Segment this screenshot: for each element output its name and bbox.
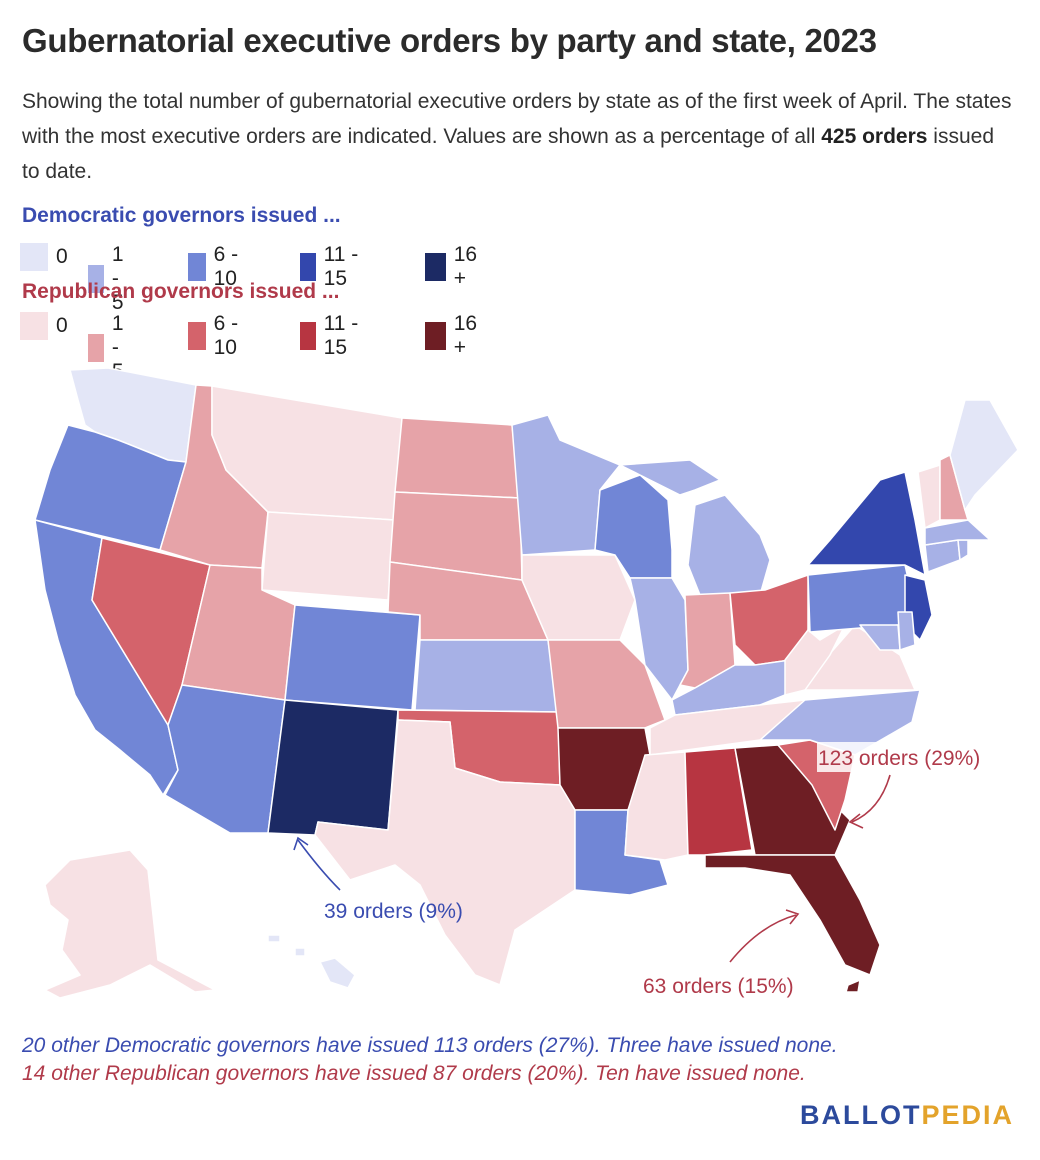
note-republican: 14 other Republican governors have issue…: [22, 1062, 806, 1085]
state-ME[interactable]: [949, 399, 1019, 511]
ga-label-bg: [817, 742, 1002, 772]
legend-swatch: [300, 322, 316, 350]
state-HI[interactable]: [319, 957, 356, 989]
legend-label: 1 - 5: [111, 243, 124, 314]
note-democratic: 20 other Democratic governors have issue…: [22, 1034, 838, 1057]
nm-arrowhead: [293, 836, 309, 851]
legend-rep-item-4: 16 +: [425, 312, 484, 360]
state-AL[interactable]: [684, 747, 753, 856]
legend-label: 6 - 10: [213, 243, 239, 290]
legend-rep-item-3: 11 - 15: [300, 312, 359, 360]
legend-swatch: [88, 265, 104, 293]
ga-arrow: [851, 774, 891, 823]
state-MN[interactable]: [511, 414, 621, 556]
ga-arrowhead: [848, 813, 864, 829]
fl-arrowhead: [785, 909, 800, 925]
state-TX[interactable]: [314, 719, 576, 986]
state-HI-small-1[interactable]: [267, 934, 281, 943]
state-VT[interactable]: [917, 464, 941, 529]
state-RI[interactable]: [957, 539, 969, 561]
state-MI-lower[interactable]: [687, 494, 771, 596]
legend-label: 11 - 15: [323, 243, 359, 290]
state-AZ[interactable]: [164, 684, 286, 834]
state-FL[interactable]: [704, 854, 881, 976]
legend-label: 0: [56, 314, 68, 337]
ballotpedia-logo[interactable]: BALLOTPEDIA: [800, 1100, 1014, 1131]
chart-title: Gubernatorial executive orders by party …: [22, 22, 877, 59]
state-MI[interactable]: [619, 459, 721, 496]
ga-annotation: 123 orders (29%): [818, 747, 980, 770]
state-DE[interactable]: [897, 611, 916, 651]
fl-annotation: 63 orders (15%): [643, 975, 794, 998]
legend-label: 6 - 10: [213, 312, 239, 359]
subtitle-text-end: issued to date.: [22, 125, 995, 183]
state-KS[interactable]: [414, 639, 559, 713]
legend-heading-democratic: Democratic governors issued ...: [22, 204, 341, 227]
state-NM[interactable]: [267, 699, 399, 836]
legend-heading-republican: Republican governors issued ...: [22, 280, 340, 303]
legend-dem-item-1: 1 - 5: [88, 243, 136, 315]
state-AK[interactable]: [44, 849, 216, 999]
legend-dem-item-0: 0: [20, 243, 68, 271]
legend-rep-item-2: 6 - 10: [188, 312, 247, 360]
legend-label: 16 +: [453, 312, 478, 359]
state-ND[interactable]: [394, 417, 521, 499]
state-CO[interactable]: [284, 604, 421, 711]
us-map: 39 orders (9%) 123 orders (29%) 63 order…: [34, 367, 1019, 999]
chart-subtitle: Showing the total number of gubernatoria…: [22, 84, 1012, 189]
legend-dem-item-3: 11 - 15: [300, 243, 359, 291]
legend-swatch: [188, 322, 206, 350]
legend-dem-item-2: 6 - 10: [188, 243, 247, 291]
nm-annotation: 39 orders (9%): [324, 900, 463, 923]
subtitle-text-start: Showing the total number of gubernatoria…: [22, 90, 1012, 148]
legend-swatch: [20, 243, 48, 271]
state-WY[interactable]: [261, 511, 396, 601]
legend-label: 0: [56, 245, 68, 268]
nm-arrow: [297, 839, 341, 891]
state-NH[interactable]: [939, 454, 969, 521]
state-NC[interactable]: [759, 689, 921, 756]
legend-label: 11 - 15: [323, 312, 359, 359]
legend-dem-item-4: 16 +: [425, 243, 484, 291]
brand-part-2: PEDIA: [921, 1100, 1014, 1130]
legend-swatch: [425, 253, 446, 281]
fl-arrow: [729, 914, 797, 963]
state-HI-small-2[interactable]: [294, 947, 306, 957]
legend-rep-item-0: 0: [20, 312, 68, 340]
state-NY[interactable]: [807, 471, 926, 576]
state-FL-keys[interactable]: [845, 979, 861, 993]
subtitle-total-orders: 425 orders: [821, 125, 928, 148]
brand-part-1: BALLOT: [799, 1100, 922, 1130]
legend-swatch: [425, 322, 446, 350]
legend-swatch: [188, 253, 206, 281]
legend-swatch: [88, 334, 104, 362]
legend-label: 16 +: [453, 243, 478, 290]
legend-swatch: [300, 253, 316, 281]
legend-swatch: [20, 312, 48, 340]
